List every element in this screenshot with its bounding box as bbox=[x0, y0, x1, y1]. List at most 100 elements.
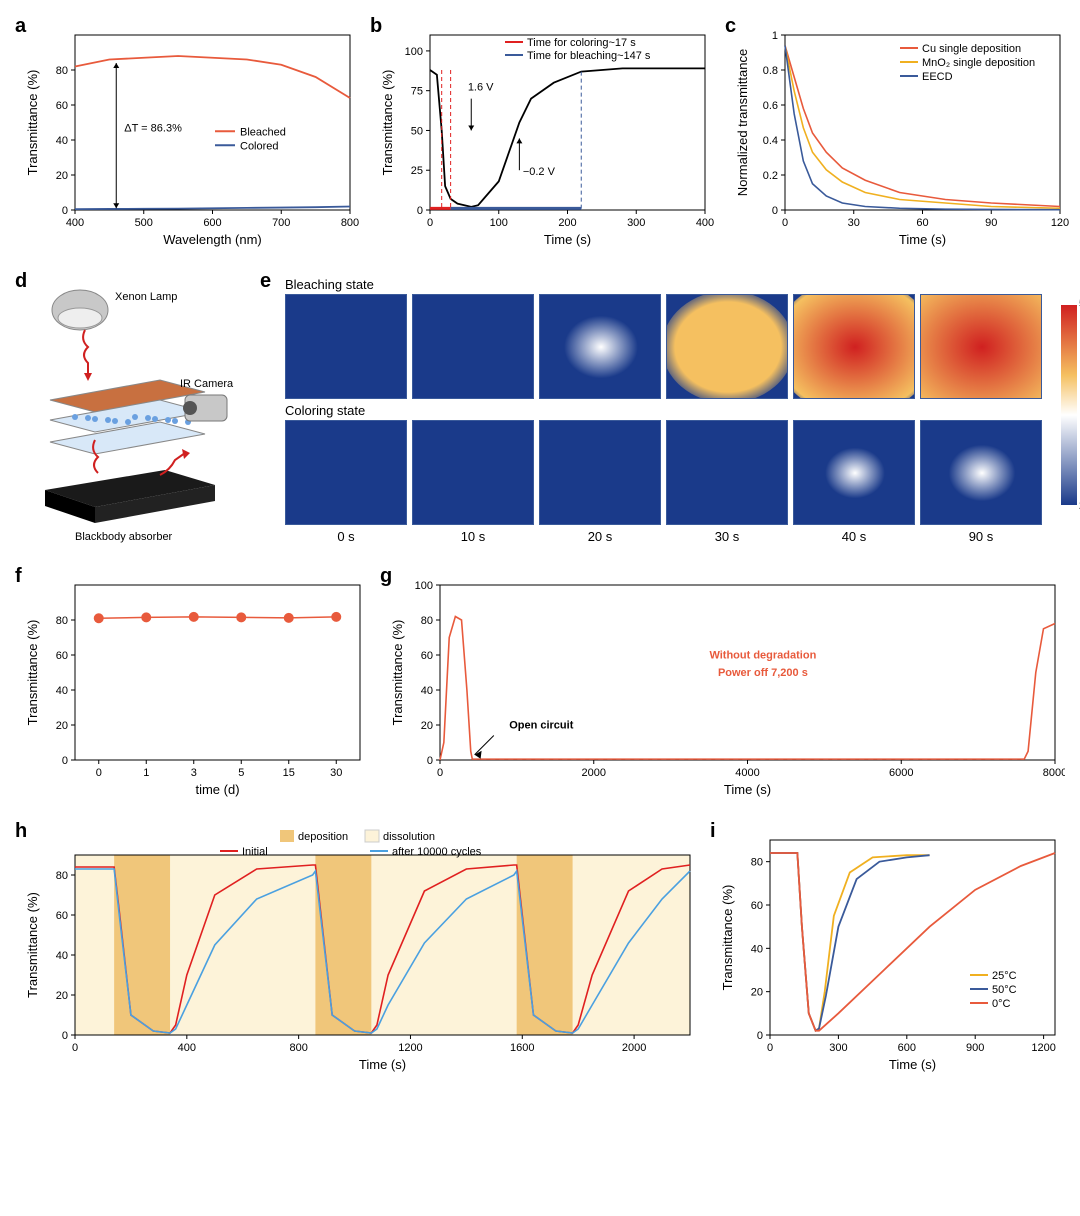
svg-text:0: 0 bbox=[767, 1042, 773, 1054]
svg-text:time (d): time (d) bbox=[195, 782, 239, 797]
svg-text:0.2: 0.2 bbox=[763, 170, 778, 182]
panel-h: h 0400800120016002000020406080Time (s)Tr… bbox=[20, 825, 700, 1075]
svg-text:Without degradation: Without degradation bbox=[709, 650, 816, 662]
svg-text:Blackbody absorber: Blackbody absorber bbox=[75, 531, 173, 543]
chart-f: 01351530020406080time (d)Transmittance (… bbox=[20, 570, 370, 800]
svg-text:Xenon Lamp: Xenon Lamp bbox=[115, 291, 177, 303]
svg-text:60: 60 bbox=[916, 217, 928, 229]
time-labels: 0 s10 s20 s30 s40 s90 s bbox=[285, 529, 1060, 544]
panel-label-i: i bbox=[710, 820, 716, 843]
svg-text:deposition: deposition bbox=[298, 831, 348, 843]
panel-c: c 030609012000.20.40.60.81Time (s)Normal… bbox=[730, 20, 1070, 250]
svg-text:Time (s): Time (s) bbox=[889, 1057, 936, 1072]
svg-text:0: 0 bbox=[96, 767, 102, 779]
svg-text:Transmittance (%): Transmittance (%) bbox=[390, 620, 405, 726]
coloring-row bbox=[285, 420, 1060, 525]
row-3: f 01351530020406080time (d)Transmittance… bbox=[20, 570, 1060, 800]
svg-text:0: 0 bbox=[772, 205, 778, 217]
svg-text:90: 90 bbox=[985, 217, 997, 229]
svg-text:Colored: Colored bbox=[240, 140, 279, 152]
panel-b: b 01002003004000255075100Time (s)Transmi… bbox=[375, 20, 715, 250]
svg-text:0.4: 0.4 bbox=[763, 135, 778, 147]
svg-text:0: 0 bbox=[437, 767, 443, 779]
svg-text:0: 0 bbox=[427, 217, 433, 229]
svg-text:Normalized transmittance: Normalized transmittance bbox=[735, 49, 750, 196]
panel-a: a 400500600700800020406080Wavelength (nm… bbox=[20, 20, 360, 250]
svg-text:Cu single deposition: Cu single deposition bbox=[922, 43, 1021, 55]
svg-text:Time (s): Time (s) bbox=[544, 232, 591, 247]
chart-i: 03006009001200020406080Time (s)Transmitt… bbox=[715, 825, 1065, 1075]
coloring-label: Coloring state bbox=[285, 403, 1060, 418]
svg-text:Transmittance (%): Transmittance (%) bbox=[380, 70, 395, 176]
svg-text:−0.2 V: −0.2 V bbox=[523, 166, 556, 178]
svg-text:25°C: 25°C bbox=[992, 970, 1017, 982]
row-4: h 0400800120016002000020406080Time (s)Tr… bbox=[20, 825, 1060, 1075]
svg-text:0.6: 0.6 bbox=[763, 100, 778, 112]
svg-text:600: 600 bbox=[203, 217, 221, 229]
svg-text:300: 300 bbox=[829, 1042, 847, 1054]
svg-text:40: 40 bbox=[56, 685, 68, 697]
bleaching-row bbox=[285, 294, 1060, 399]
svg-text:200: 200 bbox=[558, 217, 576, 229]
diagram-d: Xenon Lamp IR Camera Blackbody absorber bbox=[20, 275, 250, 545]
svg-text:0: 0 bbox=[417, 205, 423, 217]
svg-text:80: 80 bbox=[751, 857, 763, 869]
svg-text:Time for coloring~17 s: Time for coloring~17 s bbox=[527, 37, 636, 49]
svg-text:2000: 2000 bbox=[582, 767, 606, 779]
svg-text:Transmittance (%): Transmittance (%) bbox=[25, 620, 40, 726]
svg-text:0°C: 0°C bbox=[992, 998, 1011, 1010]
svg-text:20: 20 bbox=[421, 720, 433, 732]
bleaching-label: Bleaching state bbox=[285, 277, 1060, 292]
panel-label-e: e bbox=[260, 270, 271, 293]
svg-text:1600: 1600 bbox=[510, 1042, 534, 1054]
svg-text:Time (s): Time (s) bbox=[359, 1057, 406, 1072]
svg-text:20: 20 bbox=[56, 990, 68, 1002]
panel-label-b: b bbox=[370, 15, 382, 38]
svg-text:1: 1 bbox=[772, 30, 778, 42]
svg-text:1200: 1200 bbox=[1031, 1042, 1055, 1054]
panel-label-a: a bbox=[15, 15, 26, 38]
svg-text:0: 0 bbox=[62, 205, 68, 217]
svg-text:25: 25 bbox=[411, 165, 423, 177]
svg-text:40: 40 bbox=[56, 950, 68, 962]
svg-text:IR Camera: IR Camera bbox=[180, 378, 234, 390]
chart-a: 400500600700800020406080Wavelength (nm)T… bbox=[20, 20, 360, 250]
svg-text:40: 40 bbox=[421, 685, 433, 697]
svg-text:Open circuit: Open circuit bbox=[509, 720, 574, 732]
svg-text:Transmittance (%): Transmittance (%) bbox=[25, 892, 40, 998]
svg-text:400: 400 bbox=[696, 217, 714, 229]
svg-text:0: 0 bbox=[427, 755, 433, 767]
figure: a 400500600700800020406080Wavelength (nm… bbox=[0, 0, 1080, 1095]
svg-text:3: 3 bbox=[191, 767, 197, 779]
svg-text:4000: 4000 bbox=[735, 767, 759, 779]
heatmap-container: Bleaching state Coloring state 0 s10 s20… bbox=[285, 277, 1060, 544]
panel-g: g 02000400060008000020406080100Time (s)T… bbox=[385, 570, 1065, 800]
svg-text:dissolution: dissolution bbox=[383, 831, 435, 843]
svg-text:MnO₂ single deposition: MnO₂ single deposition bbox=[922, 57, 1035, 69]
svg-text:Transmittance (%): Transmittance (%) bbox=[720, 885, 735, 991]
svg-text:Time for bleaching~147 s: Time for bleaching~147 s bbox=[527, 50, 651, 62]
svg-text:1: 1 bbox=[143, 767, 149, 779]
svg-text:30: 30 bbox=[330, 767, 342, 779]
svg-text:60: 60 bbox=[421, 650, 433, 662]
svg-text:800: 800 bbox=[289, 1042, 307, 1054]
svg-text:50: 50 bbox=[411, 125, 423, 137]
svg-text:2000: 2000 bbox=[622, 1042, 646, 1054]
svg-text:100: 100 bbox=[415, 580, 433, 592]
svg-text:20: 20 bbox=[56, 170, 68, 182]
chart-h: 0400800120016002000020406080Time (s)Tran… bbox=[20, 825, 700, 1075]
svg-text:Transmittance (%): Transmittance (%) bbox=[25, 70, 40, 176]
svg-text:0.8: 0.8 bbox=[763, 65, 778, 77]
svg-text:60: 60 bbox=[56, 650, 68, 662]
svg-text:700: 700 bbox=[272, 217, 290, 229]
row-2: d Xenon LampIR CameraBlackbody absorber … bbox=[20, 275, 1060, 545]
panel-label-d: d bbox=[15, 270, 27, 293]
svg-text:900: 900 bbox=[966, 1042, 984, 1054]
svg-text:0: 0 bbox=[62, 1030, 68, 1042]
svg-text:0: 0 bbox=[782, 217, 788, 229]
row-1: a 400500600700800020406080Wavelength (nm… bbox=[20, 20, 1060, 250]
svg-text:0: 0 bbox=[62, 755, 68, 767]
svg-text:60: 60 bbox=[751, 900, 763, 912]
svg-text:50°C: 50°C bbox=[992, 984, 1017, 996]
svg-text:Time (s): Time (s) bbox=[724, 782, 771, 797]
